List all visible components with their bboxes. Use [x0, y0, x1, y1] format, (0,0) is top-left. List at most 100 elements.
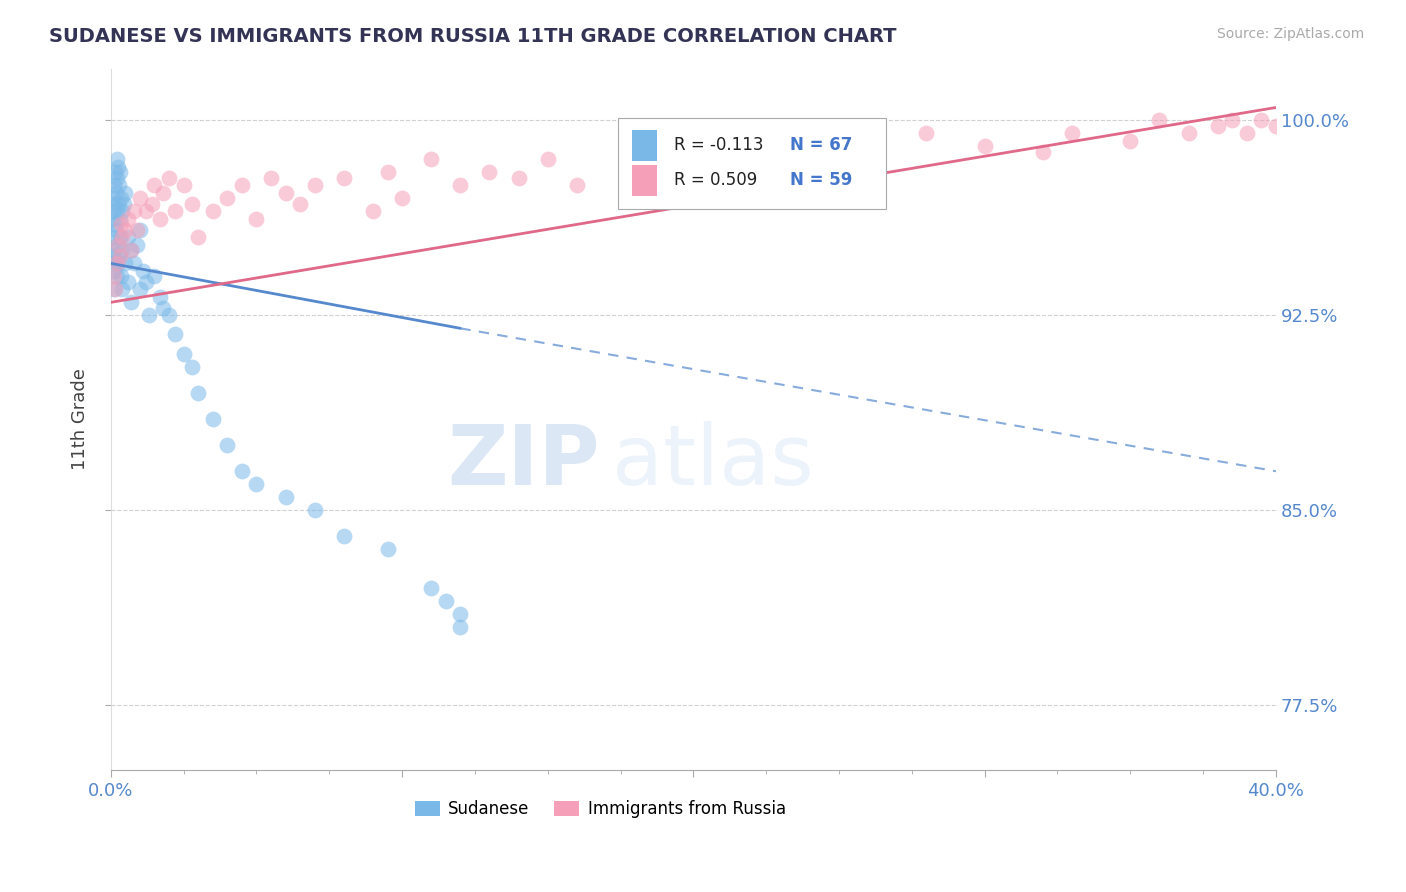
Y-axis label: 11th Grade: 11th Grade [72, 368, 89, 470]
Point [129, 222, 152, 236]
Point [111, 204, 134, 219]
Point [973, 139, 995, 153]
Point [201, 204, 224, 219]
Point [117, 275, 139, 289]
Point [163, 326, 186, 341]
Point [111, 282, 134, 296]
Point [149, 212, 172, 227]
Point [105, 204, 128, 219]
Point [107, 256, 129, 270]
Legend: Sudanese, Immigrants from Russia: Sudanese, Immigrants from Russia [408, 794, 793, 825]
Point [741, 153, 763, 167]
Point [132, 264, 155, 278]
Point [157, 309, 180, 323]
Text: R = 0.509: R = 0.509 [673, 171, 756, 189]
Point [245, 477, 267, 491]
Point [103, 244, 125, 258]
Point [1236, 127, 1258, 141]
Point [141, 196, 163, 211]
Point [108, 178, 131, 193]
Point [104, 165, 127, 179]
Point [101, 212, 124, 227]
Point [377, 165, 399, 179]
Point [245, 212, 267, 227]
Point [799, 160, 821, 174]
Point [107, 196, 129, 211]
Point [361, 204, 384, 219]
Point [101, 204, 124, 219]
Point [114, 222, 136, 236]
Text: N = 59: N = 59 [790, 171, 852, 189]
Point [104, 282, 127, 296]
Point [107, 238, 129, 252]
Point [231, 178, 253, 193]
Point [103, 269, 125, 284]
Point [103, 282, 125, 296]
Text: ZIP: ZIP [447, 421, 600, 502]
Point [108, 230, 131, 244]
FancyBboxPatch shape [631, 165, 657, 196]
Point [105, 269, 128, 284]
Text: R = -0.113: R = -0.113 [673, 136, 763, 154]
Point [108, 165, 131, 179]
Point [101, 230, 124, 244]
Point [201, 412, 224, 426]
Point [114, 186, 136, 201]
Point [135, 204, 157, 219]
Point [1265, 119, 1288, 133]
FancyBboxPatch shape [617, 118, 886, 209]
Point [103, 264, 125, 278]
Point [856, 153, 879, 167]
Point [111, 244, 134, 258]
Point [624, 160, 647, 174]
Point [110, 191, 132, 205]
Point [173, 347, 195, 361]
Point [110, 269, 132, 284]
Point [449, 620, 471, 634]
Point [122, 204, 145, 219]
Point [103, 196, 125, 211]
Point [129, 191, 152, 205]
Point [1250, 113, 1272, 128]
Point [143, 178, 166, 193]
Point [138, 309, 160, 323]
Point [1149, 113, 1171, 128]
Point [231, 464, 253, 478]
Point [915, 127, 938, 141]
Point [1119, 134, 1142, 148]
Point [181, 360, 204, 375]
Point [478, 165, 501, 179]
Point [420, 153, 443, 167]
Point [274, 490, 297, 504]
Point [152, 301, 174, 315]
Point [333, 170, 356, 185]
Point [143, 269, 166, 284]
Point [173, 178, 195, 193]
Point [181, 196, 204, 211]
Text: atlas: atlas [612, 421, 814, 502]
Point [114, 256, 136, 270]
Point [103, 178, 125, 193]
Point [304, 178, 326, 193]
Point [434, 594, 457, 608]
Text: N = 67: N = 67 [790, 136, 852, 154]
Point [117, 212, 139, 227]
Point [217, 438, 239, 452]
Point [125, 238, 148, 252]
Point [1060, 127, 1083, 141]
Point [107, 160, 129, 174]
Point [187, 230, 209, 244]
FancyBboxPatch shape [631, 129, 657, 161]
Point [104, 186, 127, 201]
Point [105, 153, 128, 167]
Point [508, 170, 530, 185]
Point [108, 249, 131, 263]
Point [108, 249, 131, 263]
Point [260, 170, 283, 185]
Point [828, 139, 851, 153]
Point [537, 153, 560, 167]
Point [135, 275, 157, 289]
Point [391, 191, 413, 205]
Point [682, 170, 704, 185]
Point [449, 607, 471, 621]
